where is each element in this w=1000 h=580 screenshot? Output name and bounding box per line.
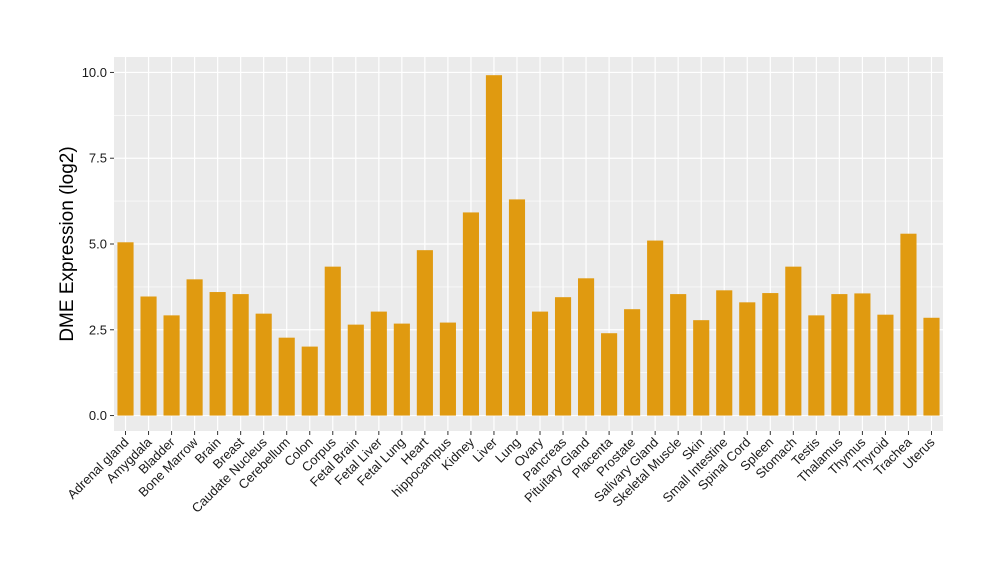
bar <box>578 278 595 416</box>
y-tick-label: 10.0 <box>82 65 107 80</box>
bar <box>117 242 134 416</box>
bar <box>370 311 387 416</box>
bar <box>278 337 295 416</box>
bar <box>785 266 802 416</box>
bar <box>416 250 433 416</box>
bar <box>347 324 364 416</box>
bar <box>647 240 664 416</box>
bar <box>232 294 249 416</box>
y-axis: 0.0 2.5 5.0 7.5 10.0 <box>82 65 114 423</box>
y-axis-title: DME Expression (log2) <box>57 146 78 341</box>
y-tick-label: 0.0 <box>89 408 107 423</box>
bar <box>301 346 318 416</box>
bar <box>255 313 272 416</box>
y-tick-label: 2.5 <box>89 322 107 337</box>
bar <box>762 293 779 416</box>
bar <box>716 290 733 416</box>
bar <box>462 212 479 416</box>
bar <box>624 309 641 416</box>
bar <box>877 314 894 416</box>
bar <box>808 315 825 416</box>
bar <box>324 266 341 416</box>
bar <box>209 292 226 416</box>
bar <box>163 315 180 416</box>
bar <box>831 294 848 416</box>
bars <box>117 75 940 416</box>
bar <box>739 302 756 416</box>
bar <box>508 199 526 416</box>
bar <box>531 311 549 416</box>
bar <box>693 320 710 416</box>
bar <box>393 323 410 416</box>
bar <box>601 333 618 416</box>
x-tick-label: Liver <box>470 434 501 465</box>
bar <box>140 296 157 416</box>
bar <box>554 297 572 416</box>
bar <box>485 75 503 416</box>
bar <box>670 294 687 416</box>
y-tick-label: 5.0 <box>89 237 107 252</box>
bar <box>854 293 871 416</box>
bar <box>439 322 456 416</box>
y-tick-label: 7.5 <box>89 151 107 166</box>
bar <box>900 233 917 416</box>
bar <box>186 279 203 416</box>
bar <box>923 317 940 416</box>
